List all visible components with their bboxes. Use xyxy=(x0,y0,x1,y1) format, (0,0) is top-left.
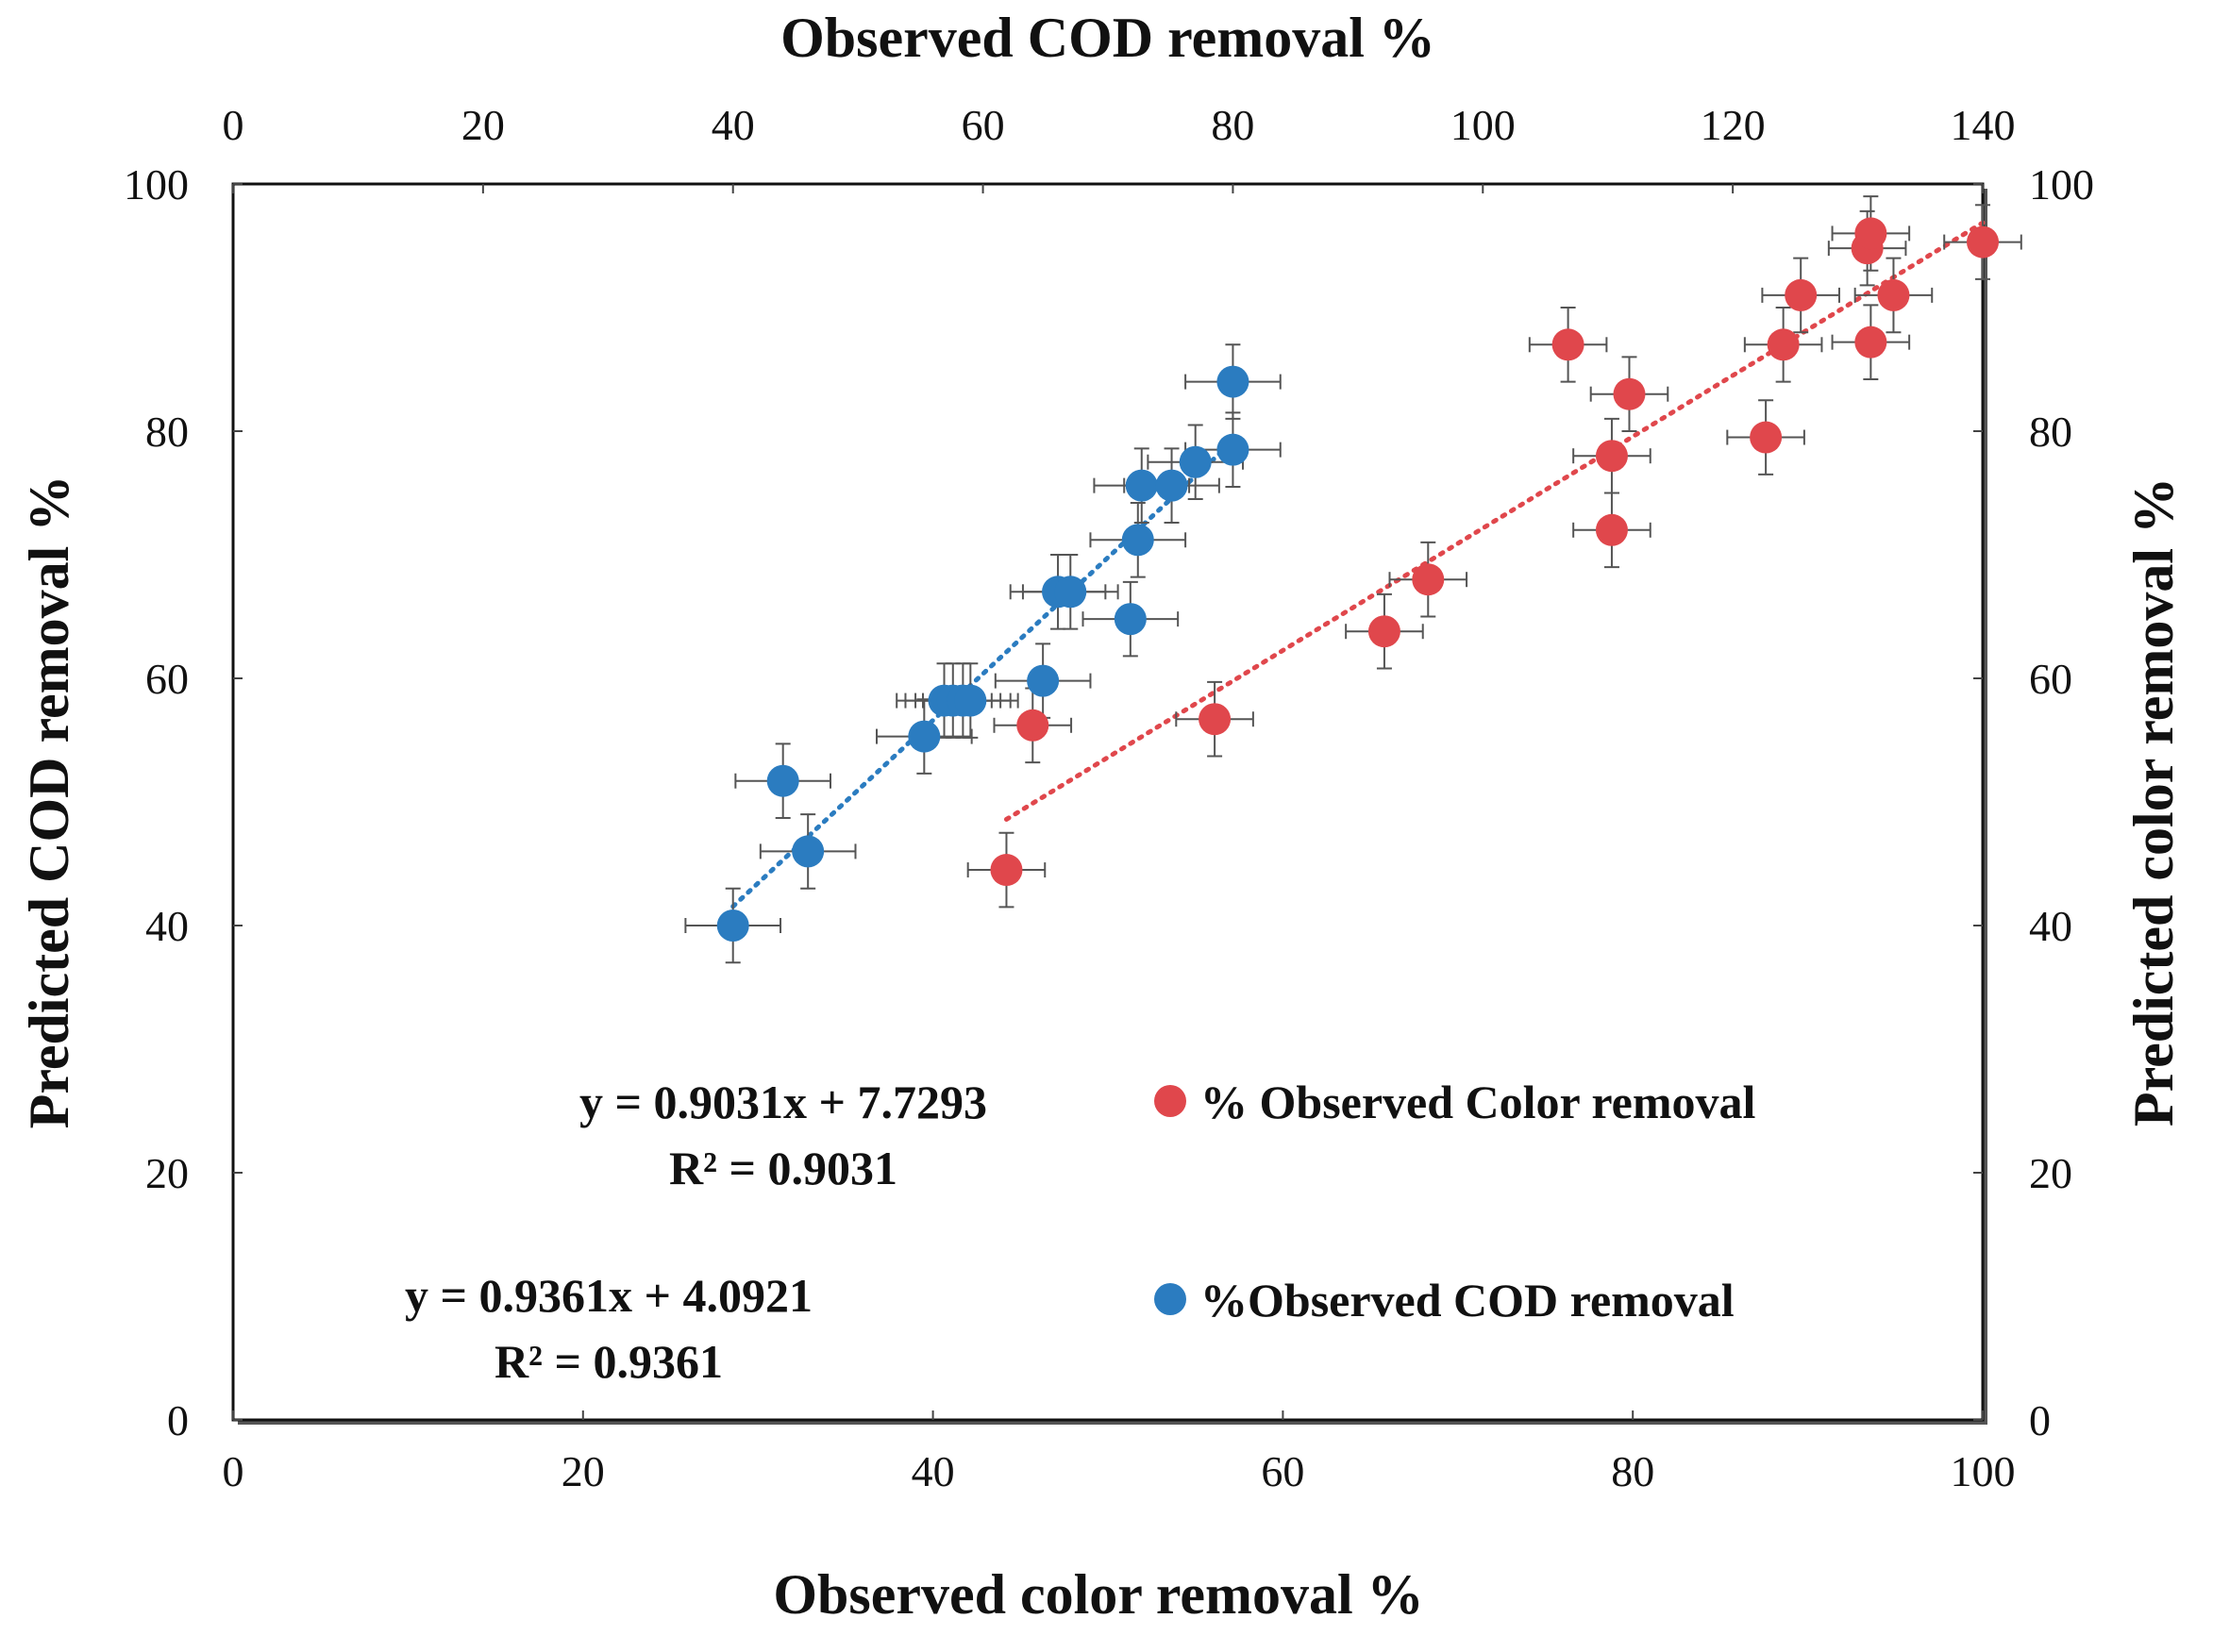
color-trend-r2: R² = 0.9031 xyxy=(669,1142,897,1194)
x-top-axis-title: Observed COD removal % xyxy=(780,7,1435,69)
cod-data-point xyxy=(908,720,941,753)
cod-data-point xyxy=(1121,524,1154,557)
tick-layer: 0 20 40 60 80 100 0 20 40 60 80 100 120 140 0 20 40 60 80 1… xyxy=(124,101,2094,1495)
x-bottom-tick-label: 0 xyxy=(223,1447,244,1495)
color-data-point xyxy=(1785,278,1818,311)
legend-color-label: % Observed Color removal xyxy=(1200,1076,1755,1128)
y-right-tick-label: 0 xyxy=(2029,1396,2051,1444)
color-data-point xyxy=(1613,377,1646,410)
x-top-tick-label: 140 xyxy=(1951,101,2016,149)
y-left-tick-label: 60 xyxy=(145,655,189,703)
color-data-point xyxy=(1767,328,1800,361)
trendline-layer xyxy=(730,220,1986,909)
cod-trend-equation: y = 0.9361x + 4.0921 xyxy=(405,1269,813,1322)
y-left-tick-label: 40 xyxy=(145,902,189,950)
color-data-point xyxy=(1967,225,1999,259)
y-left-tick-label: 100 xyxy=(124,160,189,209)
legend-cod-marker xyxy=(1154,1283,1186,1315)
x-bottom-axis-title: Observed color removal % xyxy=(773,1563,1423,1626)
cod-data-point xyxy=(1054,576,1087,609)
color-data-point xyxy=(1595,440,1628,473)
legend-cod-label: %Observed COD removal xyxy=(1200,1274,1735,1327)
cod-data-point xyxy=(1125,469,1158,502)
color-data-point xyxy=(1877,278,1910,311)
x-top-tick-label: 100 xyxy=(1450,101,1516,149)
y-right-tick-label: 100 xyxy=(2029,160,2094,209)
cod-data-point xyxy=(1179,445,1212,478)
cod-data-point xyxy=(1155,469,1188,502)
x-bottom-tick-label: 100 xyxy=(1951,1447,2016,1495)
y-right-tick-label: 40 xyxy=(2029,902,2072,950)
y-left-tick-label: 80 xyxy=(145,408,189,456)
x-top-tick-label: 0 xyxy=(223,101,244,149)
cod-data-point xyxy=(1216,365,1249,398)
cod-data-point xyxy=(792,835,825,868)
cod-data-point xyxy=(954,684,987,717)
legend-color-marker xyxy=(1154,1085,1186,1117)
x-bottom-tick-label: 60 xyxy=(1261,1447,1304,1495)
x-top-tick-label: 80 xyxy=(1211,101,1254,149)
cod-data-point xyxy=(1216,433,1249,466)
cod-data-point xyxy=(766,764,799,797)
color-data-point xyxy=(1854,217,1887,250)
color-data-point xyxy=(1551,328,1584,361)
color-data-point xyxy=(1367,615,1400,648)
x-bottom-tick-label: 40 xyxy=(912,1447,955,1495)
color-data-point xyxy=(990,854,1023,887)
y-left-axis-title: Predicted COD removal % xyxy=(18,476,80,1129)
y-right-tick-label: 80 xyxy=(2029,408,2072,456)
color-data-point xyxy=(1199,703,1232,736)
color-data-point xyxy=(1854,325,1887,359)
point-layer xyxy=(716,217,1999,942)
color-data-point xyxy=(1016,709,1049,742)
x-bottom-tick-label: 20 xyxy=(562,1447,605,1495)
color-data-point xyxy=(1750,421,1783,454)
y-right-axis-title: Predicted color removal % xyxy=(2122,477,2185,1126)
y-right-tick-label: 20 xyxy=(2029,1149,2072,1197)
x-top-tick-label: 60 xyxy=(962,101,1005,149)
y-left-tick-label: 0 xyxy=(167,1396,189,1444)
cod-data-point xyxy=(1027,664,1060,697)
cod-data-point xyxy=(1114,603,1147,636)
y-right-tick-label: 60 xyxy=(2029,655,2072,703)
color-trend-equation: y = 0.9031x + 7.7293 xyxy=(579,1076,987,1128)
cod-data-point xyxy=(716,909,749,942)
x-top-tick-label: 20 xyxy=(461,101,505,149)
plot-area xyxy=(231,182,1985,1422)
color-data-point xyxy=(1412,563,1445,596)
cod-trend-r2: R² = 0.9361 xyxy=(495,1335,723,1388)
x-bottom-tick-label: 80 xyxy=(1611,1447,1654,1495)
cod-trendline xyxy=(730,439,1235,909)
x-top-tick-label: 120 xyxy=(1701,101,1766,149)
x-top-tick-label: 40 xyxy=(712,101,755,149)
y-left-tick-label: 20 xyxy=(145,1149,189,1197)
color-trendline xyxy=(1003,220,1986,822)
color-data-point xyxy=(1595,513,1628,546)
